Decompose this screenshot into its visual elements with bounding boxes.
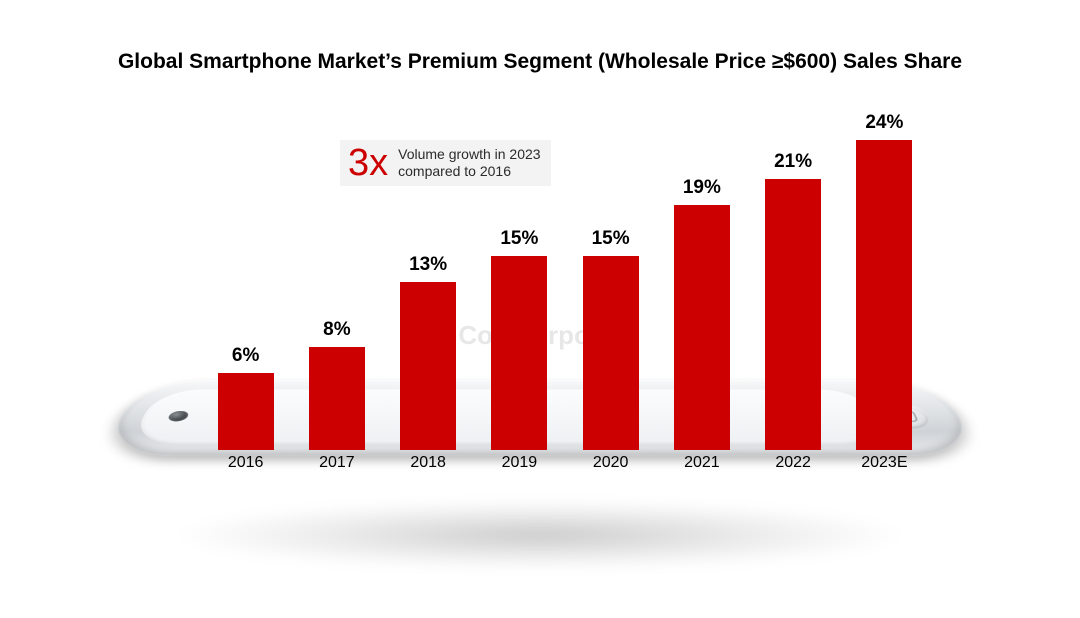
bar-value-label: 15% xyxy=(592,228,630,250)
bar-chart: 6%8%13%15%15%19%21%24% xyxy=(200,130,930,450)
bar-value-label: 19% xyxy=(683,177,721,199)
bar-col: 19% xyxy=(656,177,747,450)
bar-value-label: 24% xyxy=(865,112,903,134)
bar-col: 8% xyxy=(291,319,382,450)
bar xyxy=(400,282,456,450)
bar xyxy=(856,140,912,450)
chart-title: Global Smartphone Market’s Premium Segme… xyxy=(0,50,1080,74)
bar xyxy=(491,256,547,450)
bar-col: 15% xyxy=(474,228,565,450)
bar-col: 13% xyxy=(383,254,474,450)
bar xyxy=(583,256,639,450)
bar-col: 24% xyxy=(839,112,930,450)
growth-callout: 3x Volume growth in 2023 compared to 201… xyxy=(340,140,551,186)
x-axis-label: 2019 xyxy=(474,454,565,472)
phone-shadow xyxy=(170,500,910,570)
bar-value-label: 21% xyxy=(774,151,812,173)
x-axis-labels: 20162017201820192020202120222023E xyxy=(200,454,930,472)
bar-col: 21% xyxy=(748,151,839,450)
bar xyxy=(218,373,274,451)
bar xyxy=(674,205,730,450)
bar-value-label: 15% xyxy=(500,228,538,250)
bar-series: 6%8%13%15%15%19%21%24% xyxy=(200,130,930,450)
x-axis-label: 2018 xyxy=(383,454,474,472)
bar-col: 15% xyxy=(565,228,656,450)
bar-value-label: 8% xyxy=(323,319,350,341)
x-axis-label: 2016 xyxy=(200,454,291,472)
bar xyxy=(765,179,821,450)
bar-value-label: 13% xyxy=(409,254,447,276)
bar xyxy=(309,347,365,450)
callout-description: Volume growth in 2023 compared to 2016 xyxy=(398,146,540,181)
x-axis-label: 2023E xyxy=(839,454,930,472)
phone-camera-icon xyxy=(166,411,190,421)
bar-value-label: 6% xyxy=(232,345,259,367)
x-axis-label: 2022 xyxy=(748,454,839,472)
bar-col: 6% xyxy=(200,345,291,451)
x-axis-label: 2021 xyxy=(656,454,747,472)
x-axis-label: 2017 xyxy=(291,454,382,472)
x-axis-label: 2020 xyxy=(565,454,656,472)
callout-multiplier: 3x xyxy=(348,144,388,182)
